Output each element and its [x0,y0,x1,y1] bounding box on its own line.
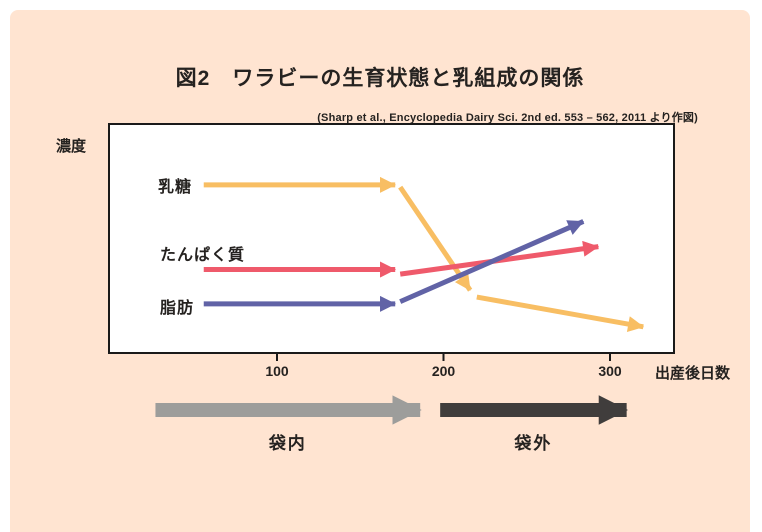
plot-area [108,123,675,354]
y-axis-label: 濃度 [56,138,87,155]
x-tick-label: 100 [265,363,289,379]
figure-title: 図2 ワラビーの生育状態と乳組成の関係 [175,67,585,90]
series-label-lactose: 乳糖 [158,179,193,196]
stage-label-in-pouch: 袋内 [268,434,307,453]
x-tick-label: 300 [598,363,622,379]
stage-label-out-pouch: 袋外 [514,434,553,453]
series-label-protein: たんぱく質 [160,247,246,264]
series-label-fat: 脂肪 [160,300,195,317]
x-tick-label: 200 [431,363,456,379]
figure-card: 図2 ワラビーの生育状態と乳組成の関係 (Sharp et al., Encyc… [10,10,750,532]
x-axis-label: 出産後日数 [655,365,731,382]
figure-source: (Sharp et al., Encyclopedia Dairy Sci. 2… [317,112,698,124]
